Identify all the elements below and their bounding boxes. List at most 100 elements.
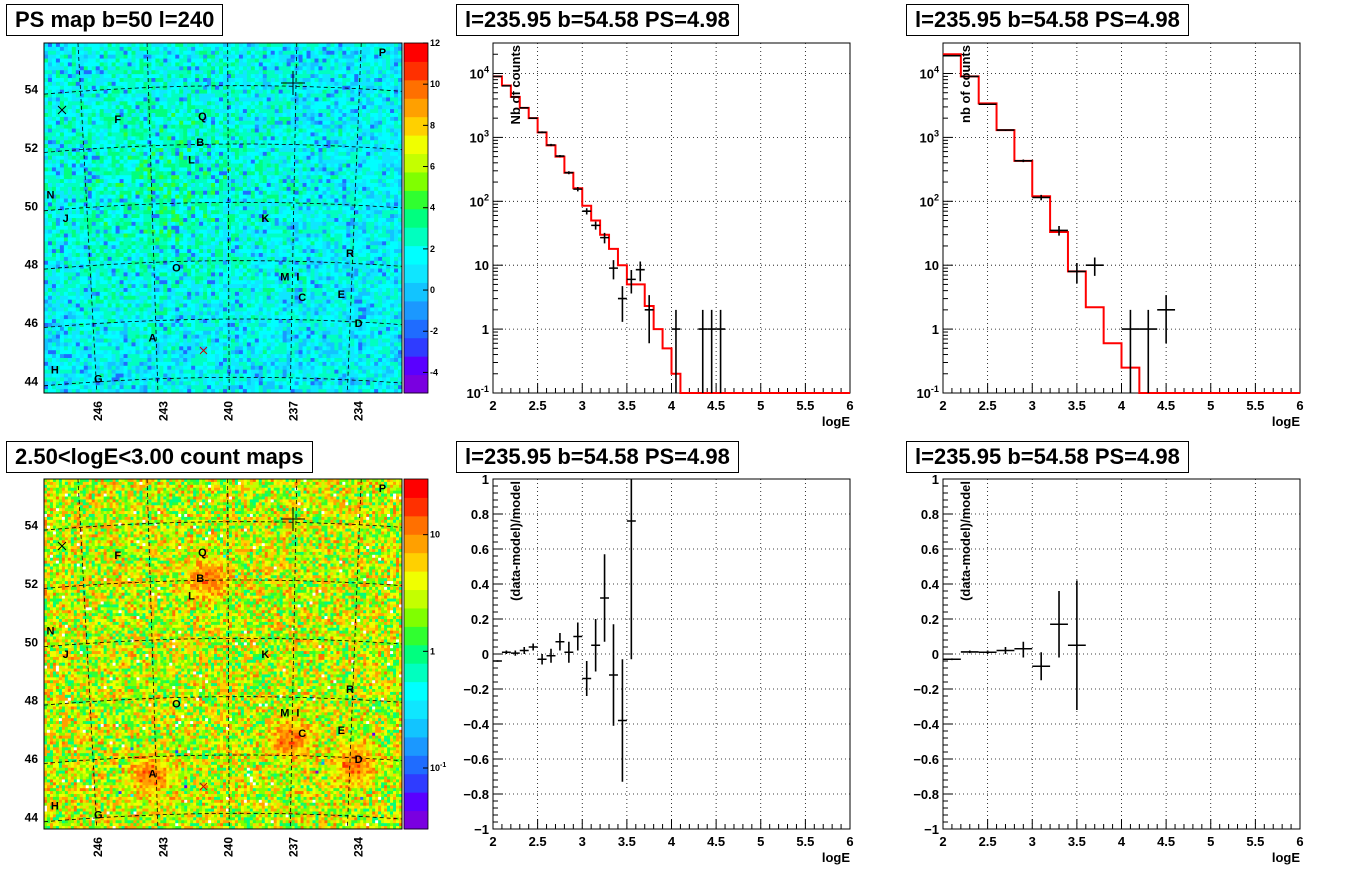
longitude-line — [77, 42, 98, 394]
data-point — [617, 286, 627, 322]
map-pixels — [44, 43, 403, 394]
y-tick-label: 1 — [932, 472, 939, 487]
data-point — [609, 624, 618, 726]
y-tick-label: 0 — [482, 647, 489, 662]
data-point — [644, 295, 654, 344]
source-label: E — [338, 725, 345, 737]
lat-tick-label: 44 — [25, 810, 39, 824]
x-tick-label: 6 — [846, 834, 853, 849]
colorbar-segment — [404, 116, 428, 136]
x-marker — [199, 346, 208, 355]
x-tick-label: 2 — [489, 398, 496, 413]
longitude-line — [146, 42, 159, 394]
data-point — [501, 85, 511, 87]
colorbar-segment — [404, 227, 428, 247]
colorbar-label: 6 — [430, 162, 435, 172]
longitude-line — [77, 478, 98, 830]
source-label: H — [51, 801, 59, 813]
data-point — [493, 660, 502, 662]
data-point — [1067, 580, 1086, 710]
x-tick-label: 3.5 — [1068, 834, 1086, 849]
x-tick-label: 5.5 — [796, 834, 814, 849]
y-tick-label: 10-1 — [466, 384, 489, 401]
colorbar-label: 10 — [430, 79, 440, 89]
colorbar-segment — [404, 479, 428, 498]
colorbar-label: 10-1 — [430, 762, 446, 773]
x-tick-label: 3 — [1029, 398, 1036, 413]
colorbar-label: 10 — [430, 530, 440, 540]
colorbar-segment — [404, 552, 428, 572]
data-point — [600, 554, 610, 642]
source-label: H — [51, 365, 59, 377]
x-tick-label: 5 — [757, 398, 764, 413]
y-tick-label: 104 — [919, 65, 939, 82]
colorbar-segment — [404, 337, 428, 357]
y-tick-label: −0.2 — [913, 682, 939, 697]
colorbar-segment — [404, 644, 428, 664]
data-point — [1032, 194, 1051, 201]
colorbar-segment — [404, 282, 428, 302]
x-tick-label: 3 — [1029, 834, 1036, 849]
source-label: D — [355, 754, 363, 766]
data-point — [1014, 641, 1033, 658]
y-tick-label: 103 — [469, 129, 489, 146]
source-label: N — [47, 626, 55, 638]
colorbar-segment — [404, 61, 428, 81]
latitude-line — [43, 376, 403, 387]
y-tick-label: 0.6 — [471, 542, 489, 557]
data-point — [1050, 591, 1068, 658]
lat-tick-label: 50 — [25, 199, 39, 213]
x-tick-label: 2 — [489, 834, 496, 849]
lon-tick-label: 246 — [91, 401, 105, 421]
y-tick-label: 0.8 — [921, 507, 939, 522]
x-axis-label: logE — [1272, 850, 1300, 865]
data-point — [555, 155, 565, 158]
x-tick-label: 4 — [668, 398, 676, 413]
colorbar-segment — [404, 663, 428, 683]
data-point — [555, 633, 565, 651]
source-label: P — [379, 47, 386, 59]
x-axis-label: logE — [1272, 414, 1300, 429]
data-point — [1050, 226, 1068, 236]
data-point — [564, 641, 574, 663]
source-label: Q — [198, 547, 207, 559]
lat-tick-label: 52 — [25, 577, 39, 591]
lat-tick-label: 46 — [25, 752, 39, 766]
colorbar-segment — [404, 356, 428, 376]
x-marker — [57, 541, 67, 551]
colorbar-label: 1 — [430, 646, 435, 656]
x-tick-label: 4.5 — [707, 834, 725, 849]
y-axis-label: (data-model)/model — [958, 481, 973, 601]
colorbar-label: -4 — [430, 367, 438, 377]
data-point — [617, 659, 627, 782]
data-point — [1157, 295, 1176, 344]
x-tick-label: 3.5 — [1068, 398, 1086, 413]
data-point — [626, 270, 636, 294]
latitude-line — [43, 85, 403, 95]
data-point — [996, 647, 1015, 654]
data-point — [707, 309, 717, 393]
data-point — [564, 171, 574, 175]
lon-tick-label: 237 — [287, 401, 301, 421]
source-label: K — [261, 649, 269, 661]
source-label: I — [296, 271, 299, 283]
data-point — [635, 261, 645, 282]
source-label: L — [188, 591, 195, 603]
source-label: K — [261, 213, 269, 225]
colorbar-segment — [404, 245, 428, 265]
colorbar-segment — [404, 98, 428, 118]
source-label: O — [172, 263, 181, 275]
y-tick-label: 102 — [919, 192, 939, 209]
data-point — [698, 309, 708, 393]
y-tick-label: −1 — [474, 822, 489, 837]
source-label: M — [280, 707, 289, 719]
source-label: N — [47, 190, 55, 202]
data-point — [1014, 159, 1033, 163]
data-point — [600, 232, 610, 244]
source-label: B — [196, 573, 204, 585]
source-label: R — [346, 684, 354, 696]
x-tick-label: 3.5 — [618, 398, 636, 413]
source-label: O — [172, 699, 181, 711]
source-label: D — [355, 318, 363, 330]
colorbar-segment — [404, 43, 428, 62]
